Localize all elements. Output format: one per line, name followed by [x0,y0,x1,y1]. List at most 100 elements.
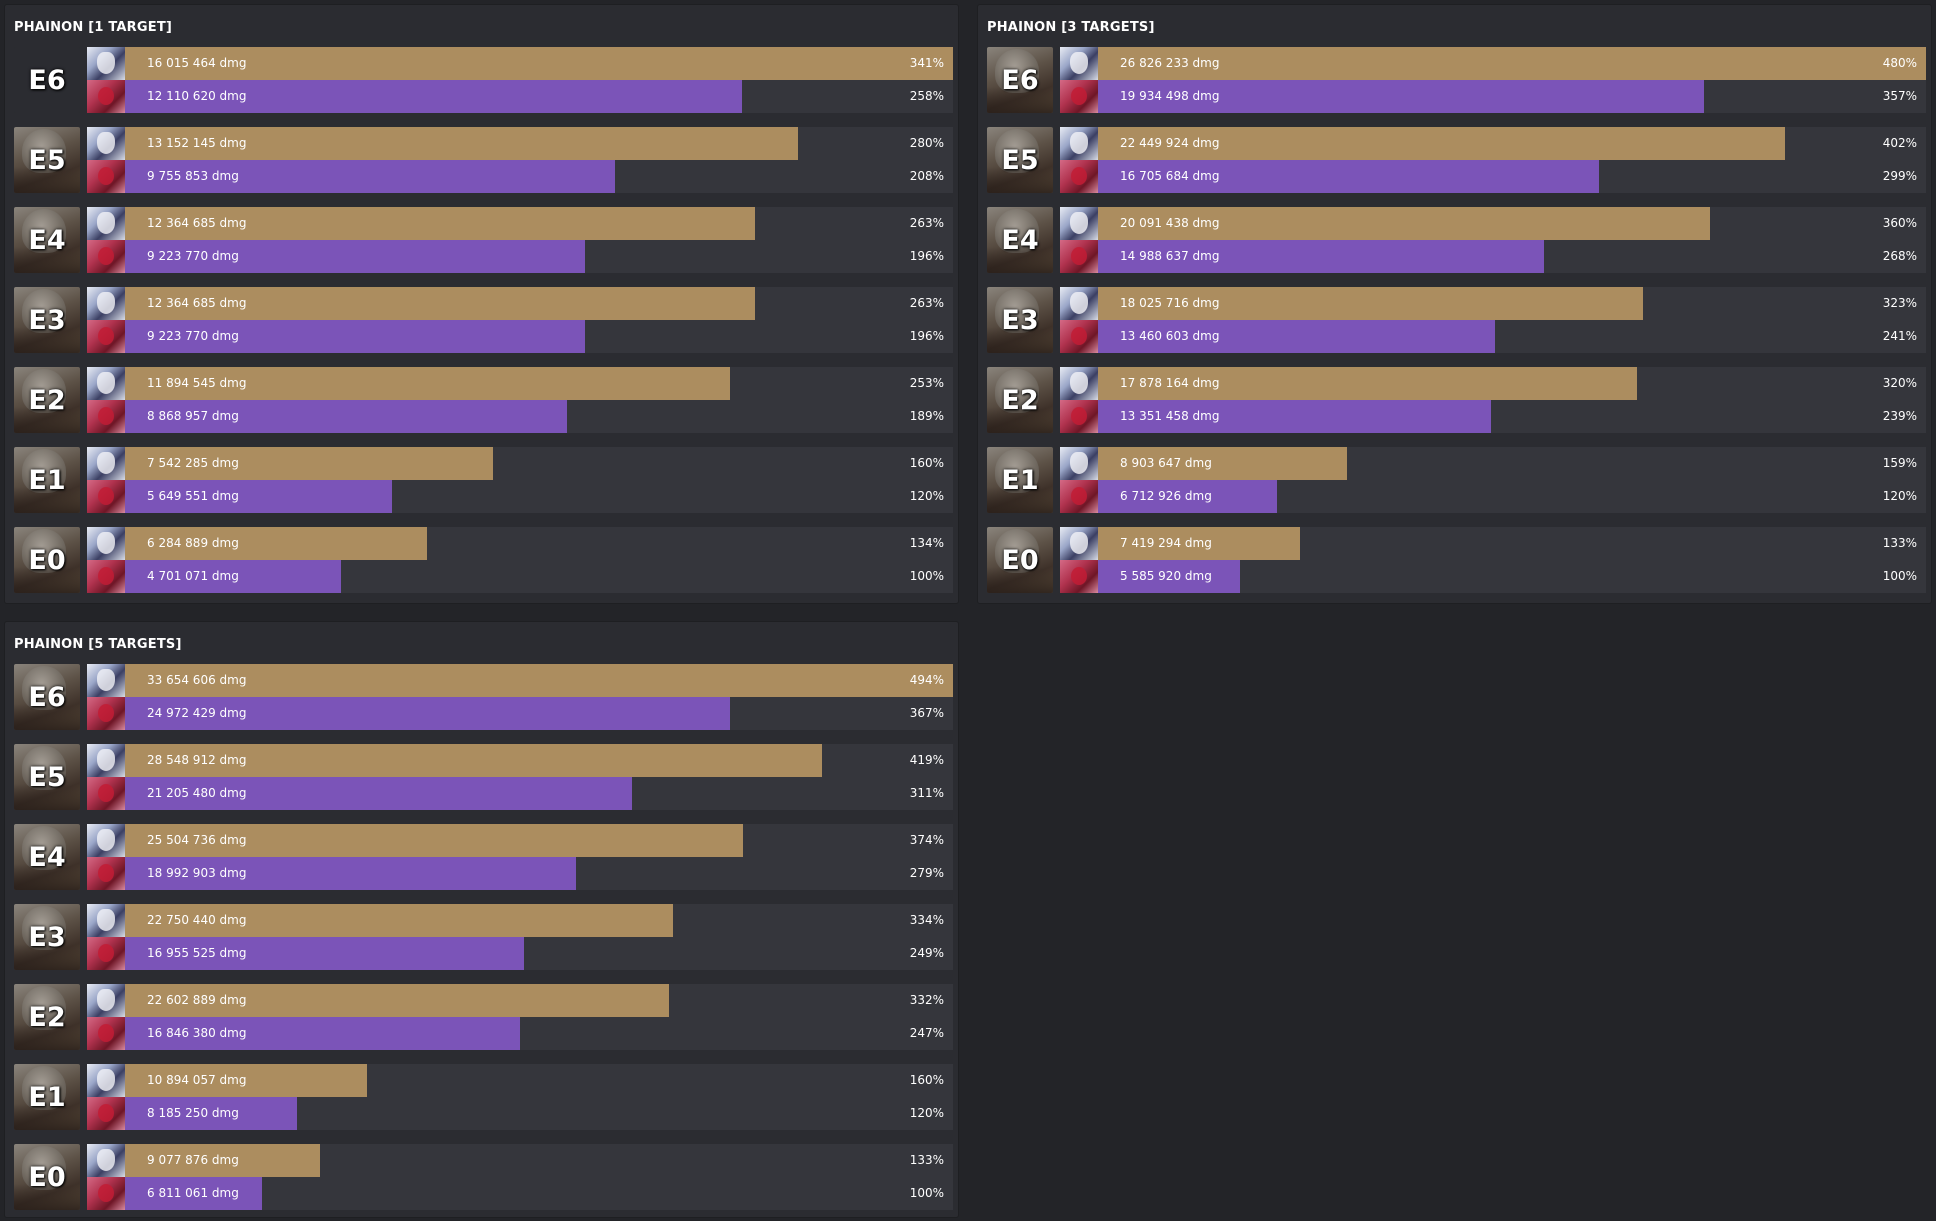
damage-label: 7 542 285 dmg [147,456,239,470]
eidolon-label: E1 [1001,464,1039,496]
percent-label: 263% [909,296,944,310]
bar-row-e2: E2 11 894 545 dmg 253% 8 868 957 dmg 189% [14,367,953,433]
damage-label: 16 705 684 dmg [1120,169,1220,183]
percent-label: 249% [909,946,944,960]
damage-label: 4 701 071 dmg [147,569,239,583]
percent-label: 367% [909,706,944,720]
damage-label: 12 110 620 dmg [147,89,247,103]
eidolon-portrait-icon: E6 [987,47,1053,113]
bar-track: 10 894 057 dmg 160% [87,1064,953,1097]
eidolon-label: E2 [1001,384,1039,416]
phainon-avatar-icon [1060,367,1098,400]
partner-avatar-icon [87,1177,125,1210]
partner-bar [87,777,632,810]
bar-track: 19 934 498 dmg 357% [1060,80,1926,113]
damage-label: 21 205 480 dmg [147,786,247,800]
percent-label: 341% [909,56,944,70]
eidolon-label: E0 [28,1161,66,1193]
partner-avatar-icon [87,697,125,730]
damage-label: 20 091 438 dmg [1120,216,1220,230]
eidolon-label: E2 [28,1001,66,1033]
damage-label: 17 878 164 dmg [1120,376,1220,390]
damage-label: 22 449 924 dmg [1120,136,1220,150]
bar-track: 6 811 061 dmg 100% [87,1177,953,1210]
eidolon-portrait-icon: E2 [14,367,80,433]
eidolon-portrait-icon: E0 [14,1144,80,1210]
partner-bar [1060,160,1599,193]
phainon-avatar-icon [87,47,125,80]
bar-track: 17 878 164 dmg 320% [1060,367,1926,400]
damage-label: 12 364 685 dmg [147,216,247,230]
bar-track: 14 988 637 dmg 268% [1060,240,1926,273]
phainon-avatar-icon [87,207,125,240]
damage-label: 18 992 903 dmg [147,866,247,880]
percent-label: 160% [909,1073,944,1087]
phainon-bar [1060,367,1637,400]
bar-row-e3: E3 18 025 716 dmg 323% 13 460 603 dmg 241% [987,287,1926,353]
partner-bar [87,857,576,890]
percent-label: 241% [1882,329,1917,343]
partner-avatar-icon [87,240,125,273]
percent-label: 133% [909,1153,944,1167]
bar-track: 9 223 770 dmg 196% [87,240,953,273]
partner-avatar-icon [87,80,125,113]
percent-label: 100% [1882,569,1917,583]
phainon-avatar-icon [1060,527,1098,560]
phainon-bar [87,127,798,160]
partner-avatar-icon [87,560,125,593]
damage-label: 6 811 061 dmg [147,1186,239,1200]
phainon-avatar-icon [87,367,125,400]
bar-track: 28 548 912 dmg 419% [87,744,953,777]
damage-label: 6 712 926 dmg [1120,489,1212,503]
damage-label: 13 351 458 dmg [1120,409,1220,423]
chart-panel-5-targets: PHAINON [5 TARGETS] E6 33 654 606 dmg 494%… [4,621,959,1218]
percent-label: 120% [1882,489,1917,503]
bar-track: 16 955 525 dmg 249% [87,937,953,970]
partner-avatar-icon [1060,160,1098,193]
phainon-avatar-icon [87,984,125,1017]
bar-track: 4 701 071 dmg 100% [87,560,953,593]
partner-avatar-icon [87,480,125,513]
percent-label: 100% [909,569,944,583]
bar-row-e5: E5 22 449 924 dmg 402% 16 705 684 dmg 299% [987,127,1926,193]
percent-label: 480% [1882,56,1917,70]
phainon-bar [1060,447,1347,480]
phainon-bar [87,447,493,480]
partner-avatar-icon [87,160,125,193]
damage-label: 6 284 889 dmg [147,536,239,550]
damage-label: 10 894 057 dmg [147,1073,247,1087]
damage-label: 22 602 889 dmg [147,993,247,1007]
eidolon-label: E3 [28,921,66,953]
partner-avatar-icon [87,857,125,890]
eidolon-portrait-icon: E4 [14,207,80,273]
eidolon-label: E0 [1001,544,1039,576]
phainon-avatar-icon [87,287,125,320]
eidolon-portrait-icon: E1 [987,447,1053,513]
phainon-bar [87,1064,367,1097]
phainon-avatar-icon [87,1144,125,1177]
eidolon-label: E4 [28,224,66,256]
percent-label: 357% [1882,89,1917,103]
eidolon-label: E2 [28,384,66,416]
bar-row-e0: E0 6 284 889 dmg 134% 4 701 071 dmg 100% [14,527,953,593]
eidolon-label: E6 [28,681,66,713]
phainon-avatar-icon [1060,47,1098,80]
eidolon-label: E6 [28,64,66,96]
percent-label: 311% [909,786,944,800]
partner-avatar-icon [87,777,125,810]
percent-label: 360% [1882,216,1917,230]
bar-row-e2: E2 22 602 889 dmg 332% 16 846 380 dmg 247% [14,984,953,1050]
bar-track: 12 110 620 dmg 258% [87,80,953,113]
percent-label: 253% [909,376,944,390]
partner-avatar-icon [87,320,125,353]
partner-avatar-icon [1060,320,1098,353]
phainon-avatar-icon [87,664,125,697]
partner-avatar-icon [87,400,125,433]
partner-bar [1060,400,1491,433]
bar-track: 8 903 647 dmg 159% [1060,447,1926,480]
partner-bar [87,560,341,593]
bar-track: 22 750 440 dmg 334% [87,904,953,937]
percent-label: 280% [909,136,944,150]
bar-track: 11 894 545 dmg 253% [87,367,953,400]
damage-label: 14 988 637 dmg [1120,249,1220,263]
